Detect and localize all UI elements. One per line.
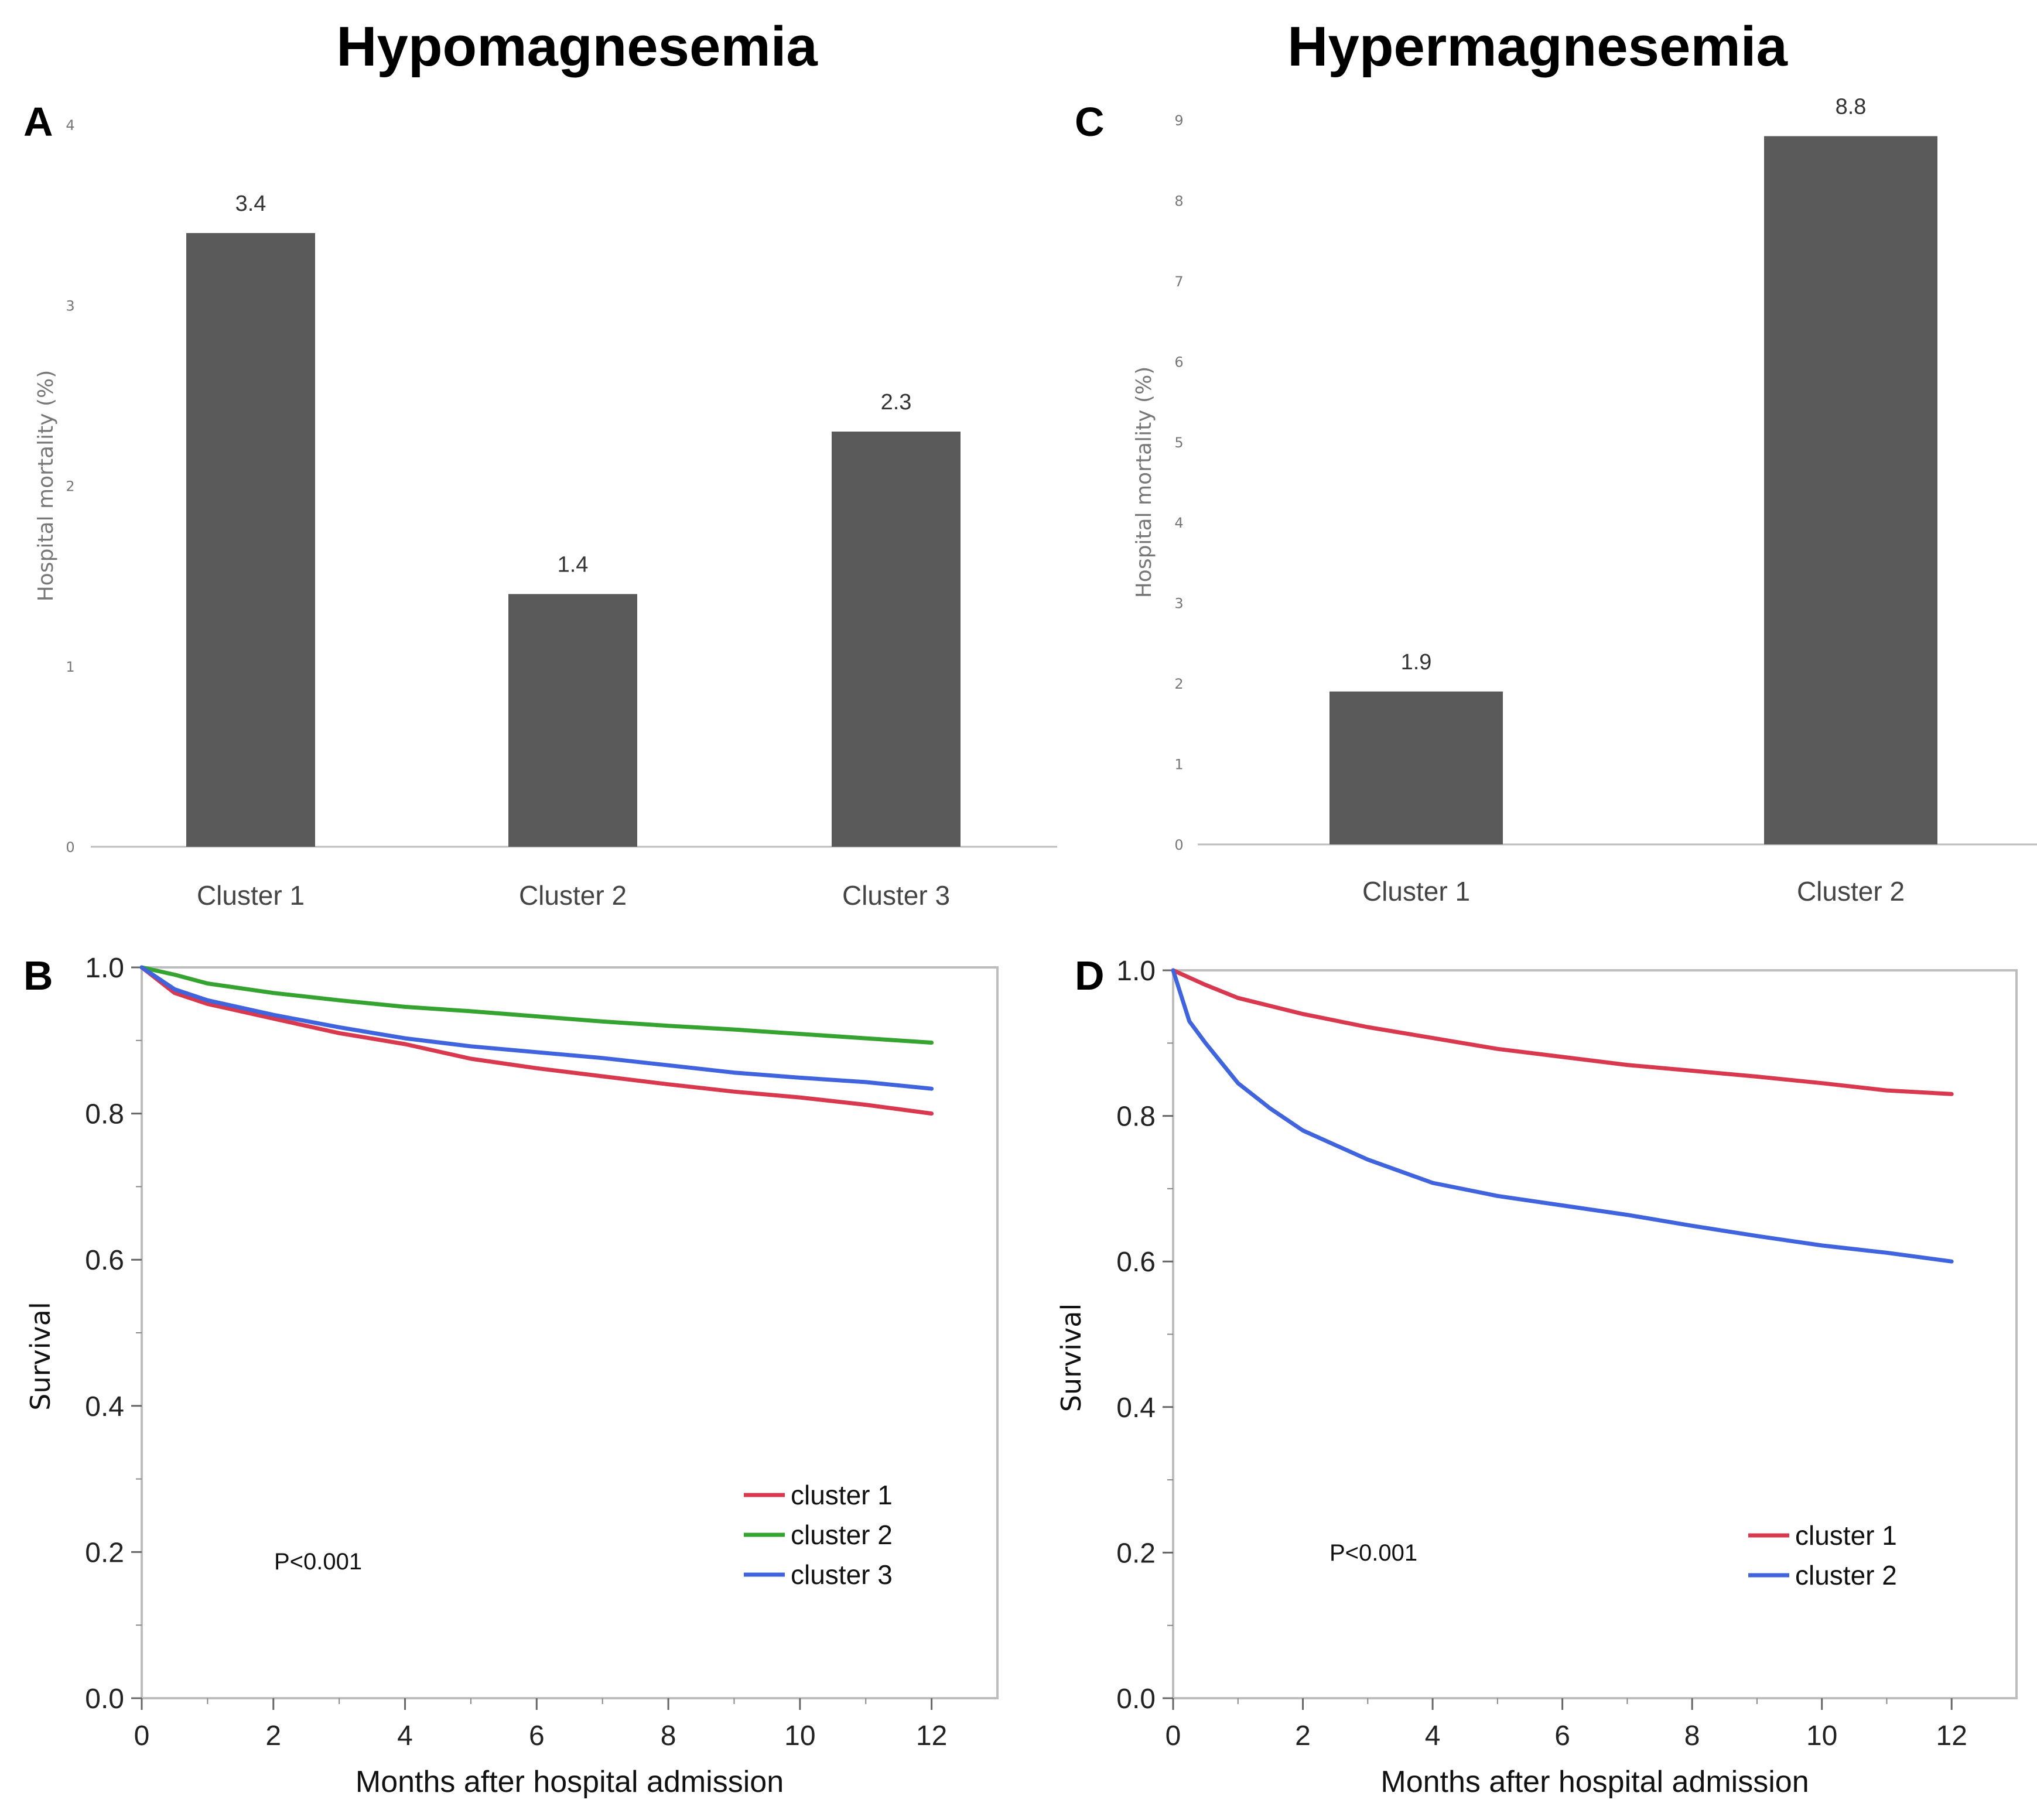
- category-label: Cluster 2: [519, 880, 627, 911]
- x-tick-label: 8: [661, 1720, 676, 1751]
- y-tick-label: 4: [1174, 515, 1183, 531]
- x-tick-label: 4: [1425, 1720, 1441, 1751]
- chart-d-hypermagnesemia-survival: 0.0 0.2 0.4 0.6 0.8 1.0 0 2 4 6 8 10 12 Months after …: [1055, 956, 2018, 1799]
- bar-value-label: 1.4: [558, 552, 589, 577]
- y-axis-label: Survival: [1055, 1304, 1087, 1412]
- y-tick-label: 0.4: [1116, 1393, 1156, 1424]
- bar: [1329, 691, 1503, 844]
- category-label: Cluster 3: [842, 880, 950, 911]
- y-tick-label: 0.6: [1116, 1247, 1156, 1278]
- y-tick-label: 2: [1174, 676, 1183, 692]
- y-tick-label: 6: [1174, 354, 1183, 370]
- y-tick-label: 0.2: [85, 1537, 124, 1568]
- x-tick-label: 6: [529, 1720, 545, 1751]
- series-line-cluster-3: [139, 965, 934, 1091]
- y-tick-label: 0.2: [1116, 1538, 1156, 1569]
- y-tick-label: 8: [1174, 193, 1183, 209]
- x-tick-label: 10: [1806, 1720, 1837, 1751]
- chart-a-hypomagnesemia-bars: 0 1 2 3 4 Hospital mortality (%) 3.4 Cluster 1 1…: [34, 117, 1057, 911]
- bar-value-label: 1.9: [1401, 650, 1432, 675]
- category-label: Cluster 1: [1362, 876, 1470, 906]
- category-label: Cluster 2: [1797, 876, 1905, 906]
- y-tick-label: 9: [1174, 112, 1183, 129]
- y-tick-label: 1.0: [85, 953, 124, 984]
- y-tick-label: 0: [66, 839, 74, 856]
- bar: [1764, 136, 1937, 844]
- series-line-cluster-1: [139, 965, 934, 1116]
- y-tick-label: 1.0: [1116, 956, 1156, 987]
- x-tick-label: 4: [397, 1720, 413, 1751]
- chart-b-hypomagnesemia-survival: 0.0 0.2 0.4 0.6 0.8 1.0 0 2 4 6 8 10 12 Months after …: [25, 953, 999, 1799]
- bar: [186, 232, 315, 847]
- x-tick-label: 0: [1166, 1720, 1181, 1751]
- y-tick-label: 0.8: [1116, 1101, 1156, 1133]
- chart-c-hypermagnesemia-bars: 0 1 2 3 4 5 6 7 8 9 Hospital mortality (%) 1.9 Clust…: [1132, 94, 2037, 906]
- category-label: Cluster 1: [197, 880, 305, 911]
- x-tick-label: 2: [265, 1720, 281, 1751]
- panel-letter-d: D: [1075, 953, 1105, 998]
- title-hypermagnesemia: Hypermagnesemia: [1287, 15, 1787, 78]
- x-tick-label: 6: [1554, 1720, 1570, 1751]
- x-tick-label: 8: [1684, 1720, 1700, 1751]
- y-tick-label: 0.0: [1116, 1684, 1156, 1715]
- title-hypomagnesemia: Hypomagnesemia: [336, 15, 818, 78]
- y-tick-label: 4: [66, 117, 74, 134]
- y-tick-label: 0.4: [85, 1391, 124, 1422]
- y-tick-label: 3: [1174, 596, 1183, 612]
- legend-entry: cluster 3: [791, 1559, 893, 1590]
- x-tick-label: 12: [1936, 1720, 1967, 1751]
- y-tick-label: 1: [1174, 757, 1183, 773]
- legend-entry: cluster 2: [1795, 1560, 1897, 1590]
- bar-value-label: 3.4: [235, 191, 266, 216]
- y-tick-label: 2: [66, 478, 74, 495]
- panel-letter-a: A: [23, 99, 53, 145]
- p-value-annotation: P<0.001: [1329, 1540, 1417, 1566]
- bar-value-label: 8.8: [1836, 94, 1867, 119]
- y-tick-label: 1: [66, 659, 74, 675]
- x-tick-label: 10: [784, 1720, 815, 1751]
- bar-value-label: 2.3: [881, 390, 912, 415]
- p-value-annotation: P<0.001: [274, 1549, 362, 1575]
- panel-letter-c: C: [1075, 99, 1105, 145]
- x-tick-label: 12: [916, 1720, 947, 1751]
- y-tick-label: 5: [1174, 435, 1183, 451]
- bar: [832, 432, 961, 847]
- y-tick-label: 3: [66, 297, 74, 314]
- y-axis-label: Survival: [25, 1302, 56, 1410]
- y-tick-label: 0.0: [85, 1684, 124, 1715]
- y-tick-label: 0.8: [85, 1099, 124, 1130]
- series-line-cluster-1: [1171, 968, 1954, 1096]
- series-line-cluster-2: [139, 965, 934, 1045]
- x-axis-label: Months after hospital admission: [356, 1765, 784, 1799]
- legend-entry: cluster 2: [791, 1520, 893, 1550]
- legend-entry: cluster 1: [791, 1480, 893, 1510]
- legend-entry: cluster 1: [1795, 1520, 1897, 1551]
- y-tick-label: 0: [1174, 837, 1183, 853]
- x-tick-label: 2: [1295, 1720, 1311, 1751]
- y-axis-label: Hospital mortality (%): [34, 370, 58, 602]
- x-tick-label: 0: [134, 1720, 150, 1751]
- y-tick-label: 7: [1174, 273, 1183, 290]
- bar: [508, 594, 637, 847]
- series-line-cluster-2: [1171, 968, 1954, 1264]
- y-tick-label: 0.6: [85, 1245, 124, 1276]
- panel-letter-b: B: [23, 953, 53, 998]
- y-axis-label: Hospital mortality (%): [1132, 367, 1156, 598]
- x-axis-label: Months after hospital admission: [1380, 1765, 1809, 1799]
